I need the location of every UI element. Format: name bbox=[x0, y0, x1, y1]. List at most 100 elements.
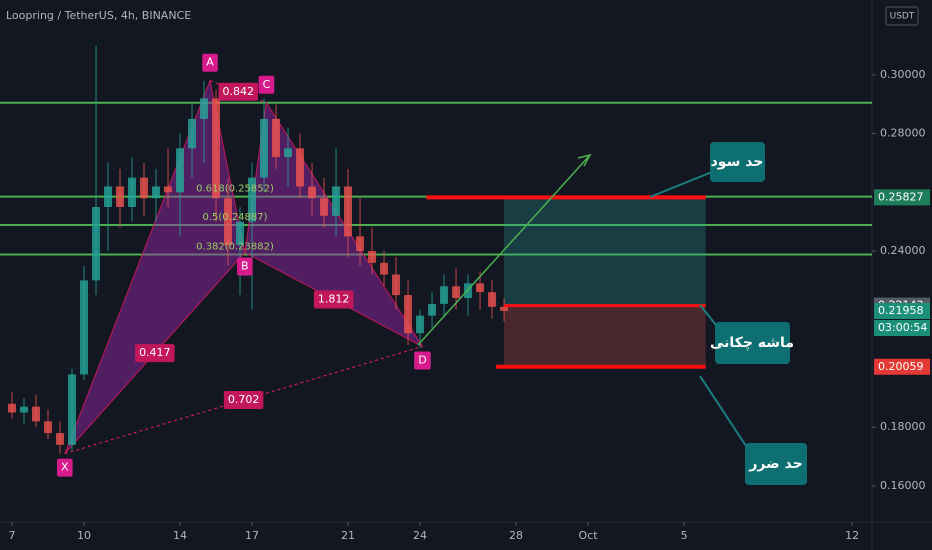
candle-body bbox=[392, 274, 401, 296]
price-label-box bbox=[874, 358, 930, 375]
x-tick-label: 17 bbox=[245, 529, 259, 542]
candle-body bbox=[320, 198, 329, 216]
callout-text: حد ضرر bbox=[748, 456, 802, 472]
pattern-label: B bbox=[241, 260, 249, 273]
candle-body bbox=[428, 303, 437, 316]
y-tick-label: 0.28000 bbox=[880, 127, 926, 140]
pattern-label: X bbox=[61, 461, 69, 474]
candle-body bbox=[200, 98, 209, 119]
candle-body bbox=[272, 118, 281, 158]
candle-body bbox=[32, 406, 41, 422]
candle-body bbox=[20, 406, 29, 413]
pattern-label: A bbox=[206, 56, 214, 69]
candle-body bbox=[356, 236, 365, 252]
y-tick-label: 0.30000 bbox=[880, 68, 926, 81]
candle-body bbox=[116, 186, 125, 208]
candle-body bbox=[248, 177, 257, 222]
price-label-box bbox=[874, 303, 930, 320]
candle-body bbox=[440, 286, 449, 304]
x-tick-label: 14 bbox=[173, 529, 187, 542]
fib-label: 0.5(0.24887) bbox=[202, 212, 267, 223]
candle-body bbox=[236, 221, 245, 246]
label-box bbox=[223, 391, 264, 410]
currency: USDT bbox=[890, 12, 915, 22]
arrow-head bbox=[577, 153, 592, 167]
x-tick-label: 5 bbox=[681, 529, 688, 542]
label-box bbox=[237, 257, 253, 276]
candle-body bbox=[476, 283, 485, 293]
candle-body bbox=[176, 148, 185, 193]
candle-body bbox=[140, 177, 149, 199]
candle-body bbox=[404, 295, 413, 334]
candle-body bbox=[452, 286, 461, 299]
callout-box bbox=[710, 142, 765, 182]
candle-body bbox=[212, 98, 221, 199]
candle-body bbox=[344, 186, 353, 237]
candle-body bbox=[332, 186, 341, 216]
pattern-label: 0.702 bbox=[228, 393, 260, 406]
candle-body bbox=[164, 186, 173, 193]
label-box bbox=[218, 82, 258, 101]
candle-body bbox=[128, 177, 137, 208]
callout-text: ماشه چکانی bbox=[710, 335, 794, 351]
x-tick-label: 12 bbox=[845, 529, 859, 542]
fib-label: 0.618(0.25852) bbox=[196, 184, 274, 195]
callout-box bbox=[745, 443, 807, 485]
candle-body bbox=[284, 148, 293, 158]
chart-title: Loopring / TetherUS, 4h, BINANCE bbox=[6, 9, 191, 22]
pattern-label: 1.812 bbox=[318, 292, 350, 305]
callout-entry: ماشه چکانی bbox=[699, 304, 794, 364]
label-box bbox=[414, 351, 431, 370]
y-tick-label: 0.24000 bbox=[880, 244, 926, 257]
fib-label: 0.382(0.23882) bbox=[196, 242, 274, 253]
callout-text: حد سود bbox=[711, 154, 764, 170]
profit-zone bbox=[504, 197, 706, 306]
pattern-label: 0.417 bbox=[139, 346, 171, 359]
y-tick-label: 0.18000 bbox=[880, 420, 926, 433]
currency-badge bbox=[885, 6, 919, 26]
plot: 0.618(0.25852) 0.5(0.24887) 0.382(0.23882)… bbox=[0, 45, 872, 477]
candle-body bbox=[308, 186, 317, 199]
label-box bbox=[135, 344, 175, 363]
candle-body bbox=[8, 403, 17, 413]
candle-body bbox=[44, 421, 53, 434]
price-label-box bbox=[874, 189, 930, 206]
candle-body bbox=[104, 186, 113, 208]
pattern-label: D bbox=[418, 353, 426, 366]
label-box bbox=[258, 75, 275, 94]
candle-body bbox=[380, 262, 389, 275]
price-label: 0.20059 bbox=[878, 360, 924, 373]
candle-body bbox=[260, 118, 269, 178]
y-tick-label: 0.16000 bbox=[880, 479, 926, 492]
x-tick-label: 10 bbox=[77, 529, 91, 542]
callout-target: حد سود bbox=[649, 142, 765, 198]
label-box bbox=[313, 290, 354, 309]
x-tick-label: 24 bbox=[413, 529, 427, 542]
candle-body bbox=[68, 374, 77, 445]
label-box bbox=[57, 458, 73, 477]
label-box bbox=[202, 53, 218, 72]
candle-body bbox=[56, 433, 65, 445]
price-axis: 0.16000 0.18000 0.24000 0.28000 0.30000 7 10 14… bbox=[9, 68, 930, 542]
price-label: 0.21958 bbox=[878, 304, 924, 317]
candle-body bbox=[224, 198, 233, 246]
callout-arrow bbox=[649, 171, 713, 198]
candle-body bbox=[488, 292, 497, 307]
x-tick-label: 21 bbox=[341, 529, 355, 542]
candle-body bbox=[152, 186, 161, 199]
pattern-label: C bbox=[263, 78, 271, 91]
candle-body bbox=[80, 280, 89, 375]
x-tick-label: 7 bbox=[9, 529, 16, 542]
candle-body bbox=[416, 315, 425, 334]
candle-body bbox=[188, 118, 197, 149]
projection-arrow bbox=[417, 154, 591, 346]
candle-body bbox=[368, 251, 377, 263]
x-tick-label: Oct bbox=[579, 529, 599, 542]
countdown-box bbox=[874, 320, 930, 337]
pattern-label: 0.842 bbox=[222, 85, 254, 98]
candle-body bbox=[296, 148, 305, 187]
callout-stop: حد ضرر bbox=[699, 375, 807, 485]
price-label: 0.25827 bbox=[878, 190, 924, 203]
callout-box bbox=[715, 322, 790, 364]
